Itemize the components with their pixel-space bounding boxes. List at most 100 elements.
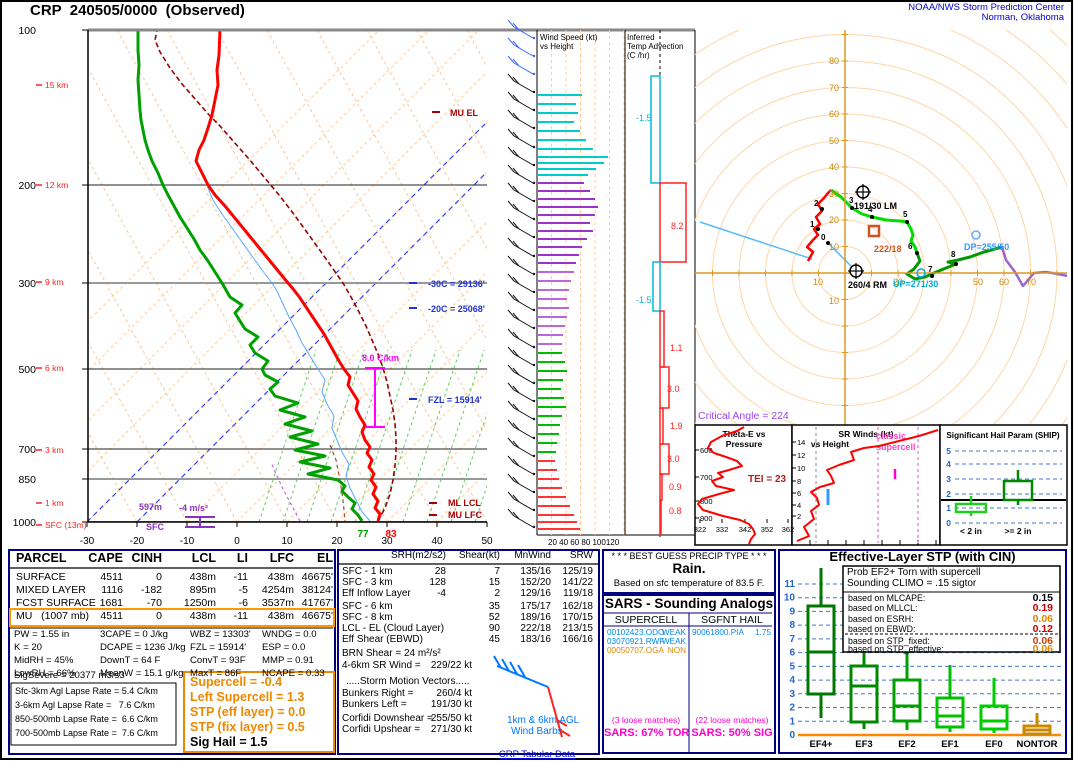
stp-category-label: EF4+ <box>810 739 833 750</box>
thermo-index: K = 20 <box>14 642 43 653</box>
temp-axis-label: 50 <box>481 536 493 547</box>
srh-row-value: 166/16 <box>562 634 593 645</box>
theta-e-xlabel: 322 <box>694 525 707 534</box>
sr-winds-ylabel: 8 <box>797 477 801 486</box>
stp-title: Effective-Layer STP (with CIN) <box>829 549 1016 564</box>
temp-axis-label: -30 <box>80 536 95 547</box>
parcel-row-value: 4254m <box>261 584 294 596</box>
temp-axis-label: 0 <box>234 536 240 547</box>
height-label: 9 km <box>45 277 63 287</box>
srh-row-value: 189/16 <box>520 612 551 623</box>
srh-col-header: SRW <box>569 550 593 561</box>
stp-category-label: EF1 <box>941 739 959 750</box>
thermo-index: NCAPE = 0.33 <box>262 668 325 679</box>
srh-row-value: 119/18 <box>563 588 593 599</box>
stp-prob-value: 0.06 <box>1032 613 1053 625</box>
ship-ylabel: 2 <box>946 489 951 499</box>
tabular-data-link[interactable]: CRP Tabular Data <box>498 749 576 760</box>
pressure-label: 100 <box>18 25 36 37</box>
hodograph-point-label: 3 <box>849 196 854 205</box>
parcel-row-value: 38124' <box>301 584 333 596</box>
sig-severe: SigSevere = 20377 m3/s3 <box>14 670 125 681</box>
thermo-index: FZL = 15914' <box>190 642 247 653</box>
srh-col-header: MnWind <box>514 550 551 561</box>
stp-prob-label: based on STP_fixed: <box>848 636 930 646</box>
srh-row-value: 35 <box>488 601 500 612</box>
storm-motion-label: Corfidi Upshear = <box>342 724 421 735</box>
skewt-annotation: MU LFC <box>448 510 482 520</box>
hodograph-axis-label: 70 <box>829 83 839 93</box>
ship-ylabel: 0 <box>946 518 951 528</box>
theta-e-title: Theta-E vs <box>723 429 766 439</box>
thermo-index: WBZ = 13303' <box>190 629 251 640</box>
sars-col1-header: SUPERCELL <box>614 614 678 626</box>
srh-row-value: 28 <box>434 566 446 577</box>
stp-prob-value: 0.06 <box>1032 643 1053 655</box>
pressure-label: 500 <box>18 364 36 376</box>
srh-col-header: SRH(m2/s2) <box>390 550 446 561</box>
parcel-row-value: 438m <box>189 610 216 622</box>
storm-motion-value: 191/30 kt <box>430 699 472 710</box>
skewt-annotation: ML LCL <box>448 498 481 508</box>
stp-prob-value: 0.19 <box>1032 602 1053 614</box>
parcel-row-name: MIXED LAYER <box>16 584 86 596</box>
parcel-row-value: 4511 <box>100 571 123 583</box>
parcel-col-header: CAPE <box>88 551 123 565</box>
upshear-prop-label: UP=271/30 <box>893 279 938 289</box>
pressure-label: 200 <box>18 180 36 192</box>
sars-col2-result: SARS: 50% SIG <box>691 727 773 739</box>
stp-prob-value: 0.06 <box>1032 635 1053 647</box>
parcel-row-value: -70 <box>146 597 162 609</box>
sr-winds-title: SR Winds (kt) <box>838 429 893 439</box>
srh-row-label: SFC - 3 km <box>342 577 393 588</box>
advection-value: 3.0 <box>667 454 680 464</box>
pressure-label: 1000 <box>13 517 37 529</box>
theta-e-xlabel: 342 <box>739 525 752 534</box>
advection-title: Inferred <box>627 33 655 42</box>
height-label: 15 km <box>45 80 68 90</box>
stp-ylabel: 6 <box>789 648 795 659</box>
stp-ylabel: 5 <box>789 661 795 672</box>
parcel-row-value: 438m <box>267 610 294 622</box>
ship-title: Significant Hail Param (SHIP) <box>946 431 1060 440</box>
srh-row-value: 15 <box>488 577 500 588</box>
theta-e-xlabel: 332 <box>716 525 729 534</box>
brn-shear-line: BRN Shear = 24 m²/s² <box>342 648 441 659</box>
hodograph-axis-label: 10 <box>813 277 823 287</box>
parcel-row-value: 41767' <box>301 597 333 609</box>
sr-winds-title: vs Height <box>811 439 849 449</box>
stp-category-label: EF0 <box>985 739 1002 750</box>
sr-winds-ylabel: 6 <box>797 489 801 498</box>
thermo-index: DownT = 64 F <box>100 655 161 666</box>
sr-winds-ylabel: 12 <box>797 451 805 460</box>
sr-wind-value: 229/22 kt <box>430 660 472 671</box>
advection-value: 1.9 <box>670 421 683 431</box>
wind-panel-title: Wind Speed (kt) <box>540 33 598 42</box>
temp-axis-label: 30 <box>381 536 393 547</box>
hodograph-axis-label: 40 <box>829 162 839 172</box>
srh-row-label: SFC - 6 km <box>342 601 393 612</box>
storm-motion-value: 255/50 kt <box>430 713 472 724</box>
parcel-row-name: FCST SURFACE <box>16 597 96 609</box>
downshear-prop-label: DP=255/50 <box>964 242 1009 252</box>
ship-ylabel: 4 <box>946 459 951 469</box>
sr-winds-ylabel: 2 <box>797 512 801 521</box>
parcel-row-value: 438m <box>189 571 216 583</box>
sars-match-id: 90061800.PIA <box>692 628 744 637</box>
parcel-col-header: CINH <box>131 551 162 565</box>
skewt-annotation: SFC <box>146 522 165 532</box>
storm-motion-label: Corfidi Downshear = <box>342 713 433 724</box>
srh-row-value: 2 <box>494 588 500 599</box>
ship-category-label: < 2 in <box>960 526 982 536</box>
skewt-annotation: 8.0 C/km <box>362 353 399 363</box>
barb-caption-line1: 1km & 6km AGL <box>507 715 580 726</box>
temp-axis-label: 20 <box>331 536 343 547</box>
parcel-col-header: LCL <box>191 551 216 565</box>
hodograph-axis-label: 20 <box>829 215 839 225</box>
ship-ylabel: 3 <box>946 474 951 484</box>
classic-supercell-label: classic <box>876 431 906 441</box>
theta-e-xlabel: 362 <box>782 525 795 534</box>
parcel-row-value: 438m <box>267 571 294 583</box>
srh-row-value: 125/19 <box>562 566 593 577</box>
height-label: SFC (13m) <box>45 520 87 530</box>
